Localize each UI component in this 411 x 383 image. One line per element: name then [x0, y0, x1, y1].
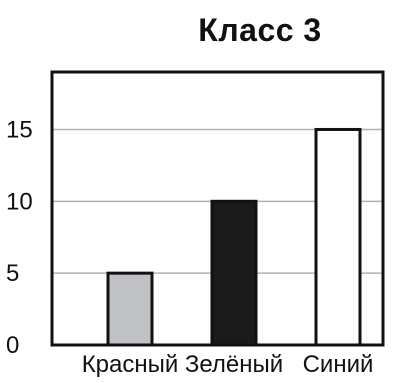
chart-title: Класс 3	[198, 12, 322, 48]
x-category-label: Зелёный	[185, 351, 283, 378]
x-category-label: Синий	[303, 351, 374, 378]
bar-3	[314, 127, 362, 347]
x-category-label: Красный	[82, 351, 179, 378]
y-tick-label: 5	[6, 260, 19, 287]
plot-frame	[50, 70, 385, 347]
y-tick-label: 15	[6, 116, 33, 143]
bar-2	[210, 199, 258, 347]
y-tick-labels: 0 5 10 15	[6, 116, 33, 359]
bars	[106, 127, 362, 347]
bar-1	[106, 271, 154, 347]
y-tick-label: 10	[6, 188, 33, 215]
y-tick-label: 0	[6, 332, 19, 359]
x-category-labels: Красный Зелёный Синий	[82, 351, 374, 378]
